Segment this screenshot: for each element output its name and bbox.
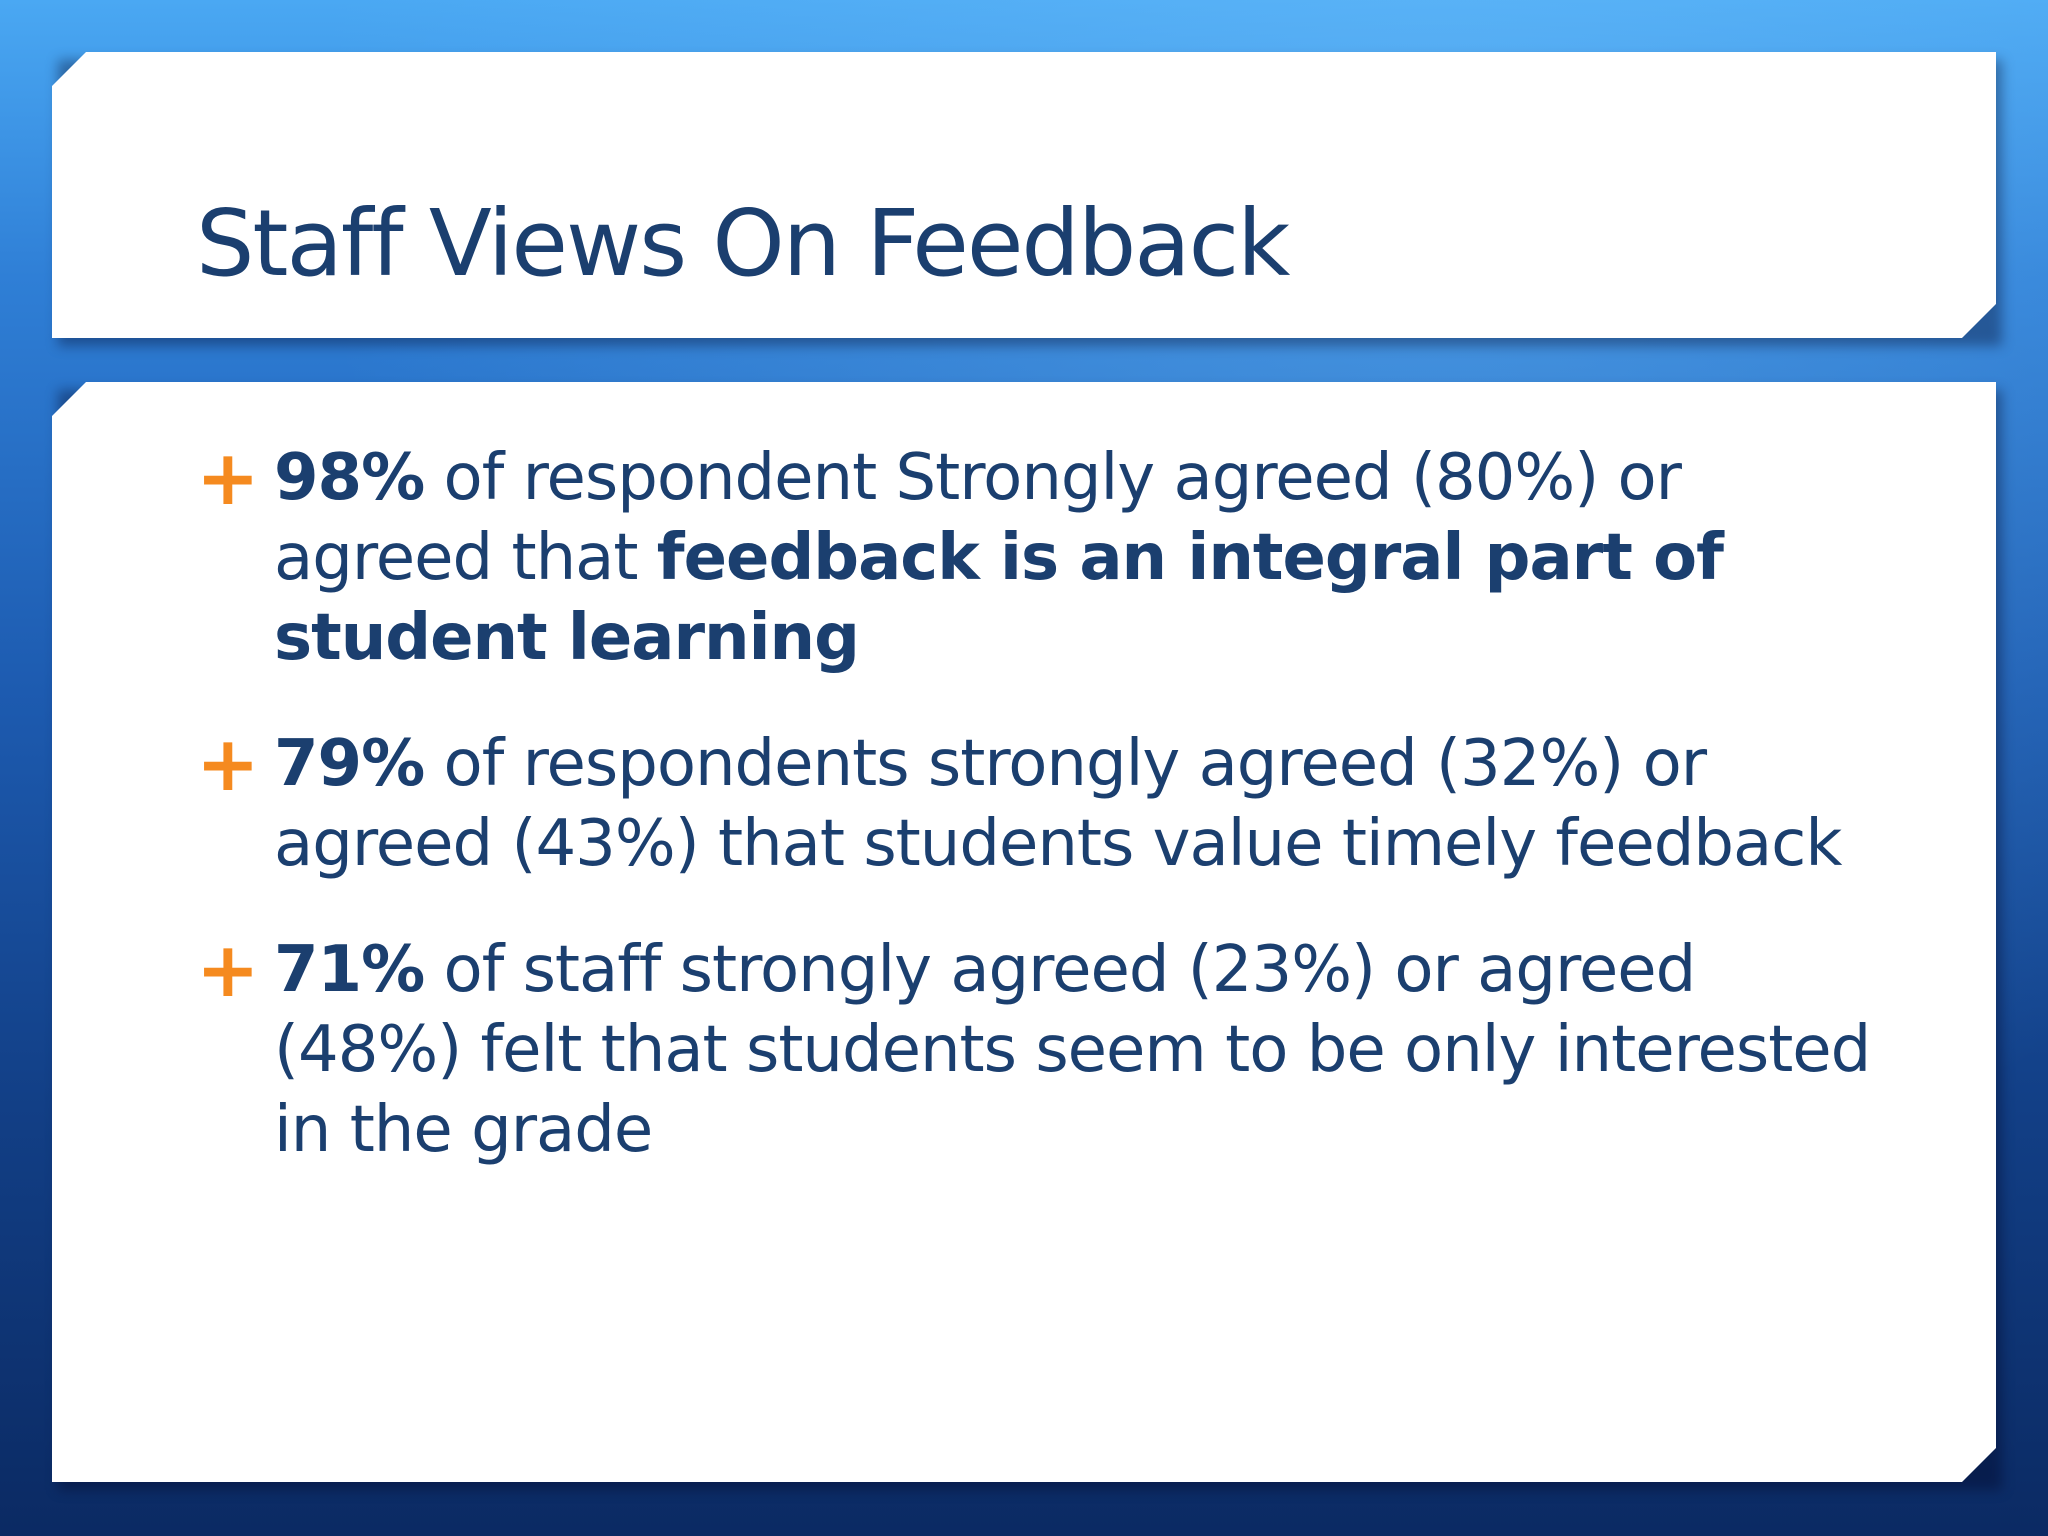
slide-title: Staff Views On Feedback [196,190,1290,297]
bullet-stat: 98% [274,441,425,515]
bullet-text: of respondents strongly agreed (32%) or … [274,727,1842,881]
bullet-item: + 79% of respondents strongly agreed (32… [196,724,1896,884]
bullet-item: + 98% of respondent Strongly agreed (80%… [196,438,1896,678]
bullet-text: of staff strongly agreed (23%) or agreed… [274,933,1871,1167]
plus-icon: + [196,925,260,1014]
bullet-text: of respondent Strongly agreed (80%) or a… [274,441,1682,595]
plus-icon: + [196,719,260,808]
plus-icon: + [196,433,260,522]
bullet-stat: 71% [274,933,425,1007]
title-panel [52,52,1996,338]
bullet-item: + 71% of staff strongly agreed (23%) or … [196,930,1896,1170]
bullet-bold-phrase: feedback is an integral part of student … [274,521,1724,675]
content-panel [52,382,1996,1482]
bullet-stat: 79% [274,727,425,801]
bullet-list: + 98% of respondent Strongly agreed (80%… [196,438,1896,1216]
